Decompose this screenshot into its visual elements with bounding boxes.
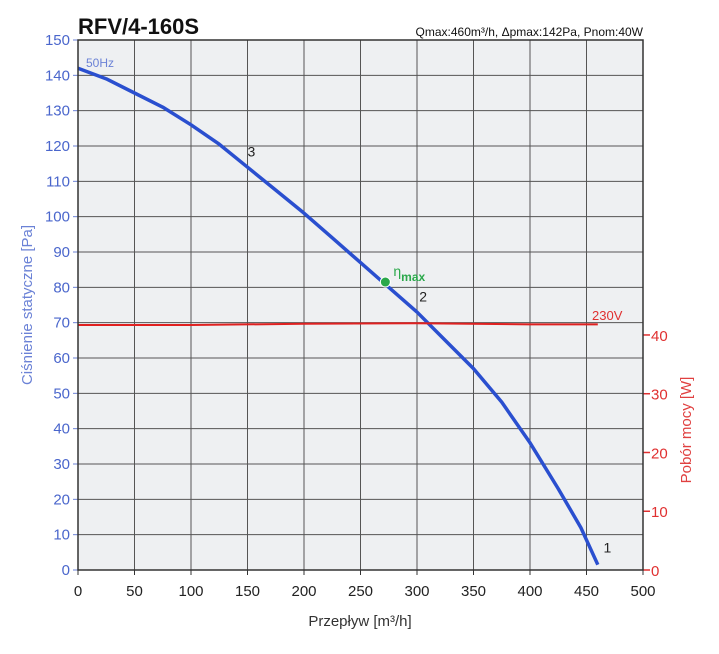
y-tick-label: 0 — [62, 562, 70, 579]
y-tick-label: 30 — [53, 456, 70, 473]
y2-axis-label: Pobór mocy [W] — [678, 377, 695, 484]
y-tick-label: 20 — [53, 491, 70, 508]
ticks: 0 50 100 150 200 250 300 350 400 450 5000102030405… — [45, 32, 668, 600]
y2-tick-label: 0 — [651, 563, 659, 580]
y2-tick-label: 20 — [651, 445, 668, 462]
x-tick-label: 450 — [574, 583, 599, 600]
x-tick-label: 50 — [126, 583, 143, 600]
y-tick-label: 50 — [53, 385, 70, 402]
plot-border — [77, 39, 644, 571]
x-tick-label: 350 — [461, 583, 486, 600]
series-line-50hz — [77, 66, 600, 566]
y-tick-label: 90 — [53, 244, 70, 261]
x-tick-label: 250 — [348, 583, 373, 600]
y2-tick-label: 10 — [651, 504, 668, 521]
y-tick-label: 10 — [53, 527, 70, 544]
y-tick-label: 40 — [53, 421, 70, 438]
y-tick-label: 150 — [45, 32, 70, 49]
x-tick-label: 300 — [404, 583, 429, 600]
y-tick-label: 70 — [53, 315, 70, 332]
series-line-230v — [78, 322, 598, 326]
y-axis-label: Ciśnienie statyczne [Pa] — [19, 225, 36, 385]
series-label-50hz: 50Hz — [86, 56, 114, 70]
y-tick-label: 60 — [53, 350, 70, 367]
curve-point-label: 2 — [419, 288, 427, 304]
y-tick-label: 80 — [53, 279, 70, 296]
curve-point-label: 1 — [603, 539, 611, 555]
eta-max-label: ηmax — [393, 263, 425, 284]
x-axis-label: Przepływ [m³/h] — [308, 613, 411, 630]
x-tick-label: 200 — [291, 583, 316, 600]
eta-max-point — [379, 276, 391, 288]
y-tick-label: 110 — [46, 173, 70, 190]
y-tick-label: 140 — [45, 67, 70, 84]
x-tick-label: 0 — [74, 583, 82, 600]
chart-title: RFV/4-160S — [78, 14, 199, 39]
y2-tick-label: 30 — [651, 387, 668, 404]
x-tick-label: 400 — [517, 583, 542, 600]
x-tick-label: 100 — [178, 583, 203, 600]
x-tick-label: 500 — [630, 583, 655, 600]
y-tick-label: 130 — [45, 103, 70, 120]
series — [77, 66, 600, 566]
y2-tick-label: 40 — [651, 328, 668, 345]
x-tick-label: 150 — [235, 583, 260, 600]
y-tick-label: 100 — [45, 209, 70, 226]
chart-subtitle: Qmax:460m³/h, Δpmax:142Pa, Pnom:40W — [416, 25, 644, 39]
curve-point-label: 3 — [248, 144, 256, 160]
series-label-230v: 230V — [592, 308, 623, 323]
y-tick-label: 120 — [45, 138, 70, 155]
annotations: 3 2 1 ηmax — [248, 144, 612, 556]
